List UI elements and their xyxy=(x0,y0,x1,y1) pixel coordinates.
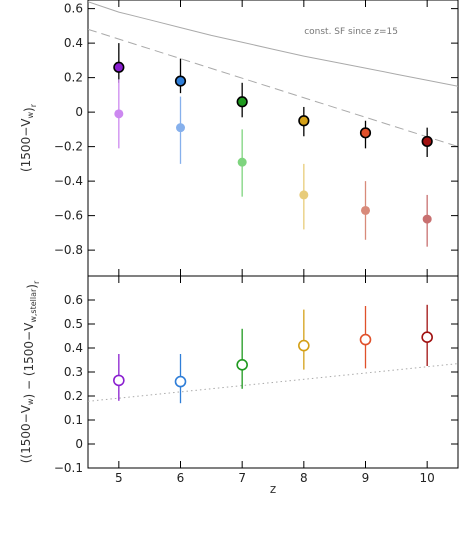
plot-frame xyxy=(87,275,459,469)
x-tick-label: 9 xyxy=(362,471,370,485)
data-point xyxy=(113,61,125,73)
data-point xyxy=(298,115,310,127)
y-tick-label: 0 xyxy=(75,437,83,451)
data-point xyxy=(174,375,187,388)
y-tick-label: 0.4 xyxy=(64,36,83,50)
y-tick-label: 0.1 xyxy=(64,413,83,427)
data-point xyxy=(174,75,187,87)
reference-line-solid xyxy=(88,1,458,87)
y-tick-label: 0.2 xyxy=(64,389,83,403)
data-point xyxy=(359,333,372,346)
reference-line-dashed xyxy=(88,28,458,148)
x-tick-label: 10 xyxy=(420,471,435,485)
data-point xyxy=(113,374,125,387)
x-tick-label: 6 xyxy=(177,471,185,485)
y-tick-label: −0.4 xyxy=(54,174,83,188)
data-point xyxy=(421,331,433,344)
bottom-panel: 5 6 7 8 9 10 −0.1 0 0.1 0.2 0.3 0.4 0.5 0.6 ((1500−Vw)… xyxy=(19,275,459,496)
y-tick-label: −0.8 xyxy=(54,243,83,257)
data-point xyxy=(176,123,185,133)
data-point xyxy=(114,109,124,119)
annotation: const. SF since z=15 xyxy=(304,27,398,37)
y-tick-label: 0 xyxy=(75,105,83,119)
y-tick-label: 0.5 xyxy=(64,317,83,331)
data-point xyxy=(299,190,309,200)
x-tick-label: 8 xyxy=(300,471,308,485)
data-point xyxy=(237,157,247,167)
x-axis-label: z xyxy=(270,482,276,496)
data-point xyxy=(236,358,248,371)
top-panel: −0.8 −0.6 −0.4 −0.2 0 0.2 0.4 0.6 const. SF sinc… xyxy=(19,0,459,277)
data-point xyxy=(236,96,248,108)
data-point xyxy=(359,127,372,139)
plot-frame xyxy=(87,0,459,277)
x-tick-label: 7 xyxy=(238,471,246,485)
y-tick-label: 0.2 xyxy=(64,71,83,85)
y-tick-label: 0.3 xyxy=(64,365,83,379)
data-point xyxy=(421,135,433,148)
x-tick-label: 5 xyxy=(115,471,123,485)
y-tick-label: −0.1 xyxy=(54,461,83,475)
y-tick-label: 0.6 xyxy=(64,2,83,16)
y-tick-label: 0.4 xyxy=(64,341,83,355)
data-point xyxy=(361,205,370,215)
y-tick-label: 0.6 xyxy=(64,293,83,307)
y-axis-label: (1500−Vw)r xyxy=(19,103,38,172)
y-tick-label: −0.6 xyxy=(54,209,83,223)
data-point xyxy=(422,214,432,224)
data-point xyxy=(298,339,310,352)
reference-line-dotted xyxy=(88,363,458,402)
y-axis-label: ((1500−Vw) − (1500−Vw,stellar)r xyxy=(19,280,41,463)
y-tick-label: −0.2 xyxy=(54,140,83,154)
